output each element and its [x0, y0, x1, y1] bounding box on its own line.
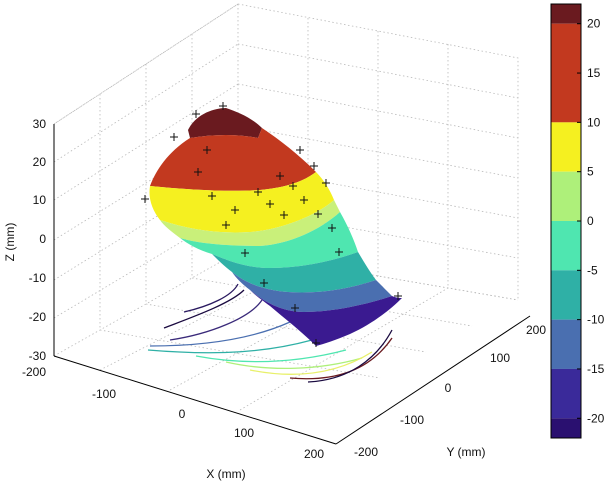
surface-band-20	[188, 108, 262, 138]
surface-band-5	[149, 172, 334, 233]
colorbar-segment	[551, 122, 581, 172]
marker	[266, 200, 274, 208]
marker	[141, 195, 149, 203]
x-axis-label: X (mm)	[206, 467, 245, 481]
marker	[314, 210, 322, 218]
axes	[53, 124, 531, 445]
surface-band-10	[150, 128, 316, 191]
z-tick-label: 20	[33, 155, 47, 169]
marker	[291, 304, 299, 312]
z-tick-label: -10	[29, 271, 47, 285]
colorbar-tick-label: -5	[587, 263, 598, 277]
y-tick-label: 100	[490, 351, 510, 365]
colorbar-segment	[551, 270, 581, 320]
contour-line	[149, 321, 291, 347]
x-tick-label: 200	[304, 447, 324, 461]
marker	[192, 110, 200, 118]
marker	[280, 211, 288, 219]
marker	[241, 249, 249, 257]
colorbar: 20 15 10 5 0 -5 -10 -15 -20	[550, 3, 604, 439]
marker	[328, 224, 336, 232]
contour-line	[163, 289, 245, 329]
colorbar-segment	[551, 221, 581, 271]
z-axis: 30 20 10 0 -10 -20 -30 Z (mm)	[3, 117, 46, 363]
colorbar-segment	[551, 319, 581, 369]
contour-line	[195, 349, 347, 363]
y-axis-label: Y (mm)	[446, 445, 485, 459]
marker	[289, 182, 297, 190]
y-tick-label: 200	[526, 323, 546, 337]
z-tick-label: -20	[29, 310, 47, 324]
x-tick-label: -100	[92, 387, 116, 401]
surface-band-neg5	[180, 212, 358, 268]
y-axis: -200 -100 0 100 200 Y (mm)	[354, 323, 546, 459]
colorbar-tick-label: 0	[587, 214, 594, 228]
colorbar-tick-label: -10	[587, 313, 604, 327]
contour-line	[249, 351, 373, 375]
surface-band-neg15	[232, 272, 392, 312]
y-tick-label: 0	[445, 381, 452, 395]
x-tick-label: -200	[22, 365, 46, 379]
colorbar-tick-label: -15	[587, 362, 604, 376]
marker	[203, 146, 211, 154]
marker	[312, 339, 320, 347]
colorbar-segment	[551, 368, 581, 419]
marker	[231, 206, 239, 214]
z-tick-label: 30	[33, 117, 47, 131]
contour-line	[307, 329, 393, 383]
colorbar-tick-label: 10	[587, 115, 601, 129]
z-tick-label: 0	[39, 232, 46, 246]
colorbar-segment	[551, 4, 581, 24]
floor-contours	[147, 283, 393, 383]
y-tick-label: -100	[400, 413, 424, 427]
contour-line	[169, 299, 263, 341]
marker	[322, 179, 330, 187]
surface-band-neg10	[212, 252, 376, 293]
contour-line	[225, 357, 363, 370]
surface-band-neg20	[250, 290, 402, 346]
data-markers	[141, 102, 402, 347]
x-tick-label: 100	[234, 426, 254, 440]
marker	[170, 133, 178, 141]
colorbar-segment	[551, 23, 581, 123]
marker	[394, 292, 402, 300]
marker	[194, 168, 202, 176]
z-axis-label: Z (mm)	[3, 223, 17, 262]
marker	[310, 162, 318, 170]
marker	[260, 279, 268, 287]
marker	[219, 102, 227, 110]
contour-line	[147, 339, 313, 354]
contour-line	[183, 283, 239, 313]
surface	[149, 108, 402, 346]
colorbar-segment	[551, 171, 581, 221]
colorbar-tick-label: 15	[587, 66, 601, 80]
x-axis: -200 -100 0 100 200 X (mm)	[22, 365, 324, 481]
surface-band-0	[160, 200, 340, 246]
y-tick-label: -200	[354, 445, 378, 459]
marker	[276, 172, 284, 180]
marker	[222, 221, 230, 229]
marker	[296, 146, 304, 154]
marker	[335, 248, 343, 256]
marker	[300, 196, 308, 204]
colorbar-tick-label: 5	[587, 165, 594, 179]
z-tick-label: 10	[33, 193, 47, 207]
marker	[254, 188, 262, 196]
z-tick-label: -30	[29, 349, 47, 363]
x-tick-label: 0	[179, 407, 186, 421]
colorbar-tick-label: 20	[587, 17, 601, 31]
colorbar-segment	[551, 418, 581, 438]
colorbar-tick-label: -20	[587, 411, 604, 425]
marker	[208, 192, 216, 200]
